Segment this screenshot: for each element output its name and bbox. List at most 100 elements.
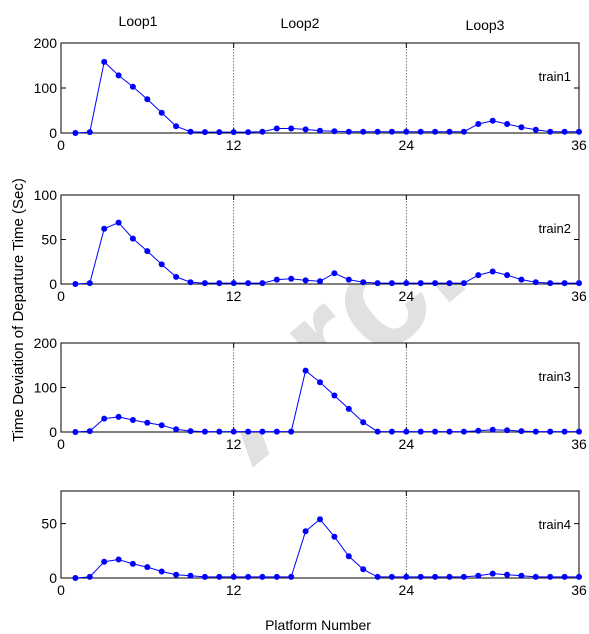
y-tick-label: 100: [34, 187, 58, 203]
data-point: [532, 279, 539, 286]
data-point: [201, 280, 208, 287]
data-point: [504, 272, 511, 279]
data-point: [360, 128, 367, 135]
panel-label-train3: train3: [538, 369, 571, 384]
data-point: [187, 428, 194, 435]
data-point: [388, 428, 395, 435]
data-point: [432, 573, 439, 580]
data-point: [288, 428, 295, 435]
data-point: [331, 128, 338, 135]
data-point: [460, 128, 467, 135]
data-point: [216, 280, 223, 287]
data-point: [273, 276, 280, 283]
data-point: [129, 235, 136, 242]
plot-frame: [60, 42, 580, 134]
panel-label-train1: train1: [538, 69, 571, 84]
data-point: [388, 573, 395, 580]
plot-frame: [60, 342, 580, 433]
data-point: [360, 279, 367, 286]
data-point: [561, 573, 568, 580]
loop-label-1: Loop1: [119, 13, 158, 29]
data-point: [504, 571, 511, 578]
data-point: [432, 280, 439, 287]
panel-train2: 0 50 100 0 12 24 36 train2: [34, 187, 587, 304]
x-tick-label: 36: [571, 582, 587, 598]
data-point: [331, 533, 338, 540]
data-point: [446, 573, 453, 580]
x-axis-label: Platform Number: [265, 617, 371, 633]
x-tick-label: 0: [57, 436, 65, 452]
data-point: [576, 573, 582, 580]
data-point: [216, 428, 223, 435]
data-point: [72, 429, 79, 435]
data-point: [317, 379, 323, 386]
data-point: [115, 413, 122, 420]
data-point: [144, 564, 151, 571]
loop-label-3: Loop3: [466, 17, 505, 33]
x-tick-label: 0: [57, 288, 65, 304]
data-point: [245, 573, 252, 580]
data-point: [259, 428, 266, 435]
y-tick-label: 200: [34, 335, 58, 351]
data-point: [374, 428, 381, 435]
data-point: [187, 572, 194, 579]
data-point: [302, 367, 309, 374]
data-point: [561, 428, 568, 435]
data-point: [158, 422, 165, 429]
data-point: [518, 124, 525, 131]
data-point: [446, 280, 453, 287]
x-tick-label: 12: [226, 137, 242, 153]
data-point: [547, 573, 554, 580]
data-point: [173, 571, 180, 578]
data-point: [86, 428, 93, 435]
data-point: [489, 268, 496, 275]
data-point: [273, 573, 280, 580]
data-point: [518, 428, 525, 435]
x-tick-label: 36: [571, 288, 587, 304]
x-tick-label: 24: [399, 582, 415, 598]
data-point: [288, 125, 295, 132]
plot-frame: [60, 490, 580, 579]
data-point: [115, 219, 122, 226]
y-tick-label: 0: [49, 570, 57, 586]
data-point: [144, 248, 151, 255]
x-tick-label: 12: [226, 288, 242, 304]
data-point: [72, 575, 79, 581]
data-point: [230, 129, 237, 136]
y-tick-label: 0: [49, 424, 57, 440]
data-point: [173, 123, 180, 130]
data-point: [245, 280, 252, 287]
data-point: [475, 121, 482, 127]
data-point: [201, 129, 208, 136]
data-point: [302, 528, 309, 535]
data-point: [72, 130, 79, 136]
data-point: [417, 128, 424, 135]
data-point: [101, 225, 108, 232]
data-point: [374, 280, 381, 287]
x-tick-label: 0: [57, 582, 65, 598]
data-point: [388, 128, 395, 135]
data-point: [403, 428, 410, 435]
loop-label-2: Loop2: [281, 15, 320, 31]
data-point: [101, 558, 108, 565]
data-point: [173, 426, 180, 433]
data-point: [259, 573, 266, 580]
data-point: [576, 280, 582, 287]
data-point: [86, 129, 93, 136]
data-point: [518, 276, 525, 283]
data-point: [317, 278, 323, 285]
data-point: [230, 280, 237, 287]
data-point: [259, 280, 266, 287]
x-tick-label: 24: [399, 288, 415, 304]
data-point: [504, 121, 511, 127]
data-point: [216, 129, 223, 136]
x-tick-label: 36: [571, 137, 587, 153]
data-point: [273, 125, 280, 132]
data-point: [173, 273, 180, 280]
data-point: [129, 560, 136, 567]
x-tick-label: 24: [399, 137, 415, 153]
data-point: [417, 428, 424, 435]
data-point: [259, 128, 266, 135]
panel-label-train2: train2: [538, 221, 571, 236]
